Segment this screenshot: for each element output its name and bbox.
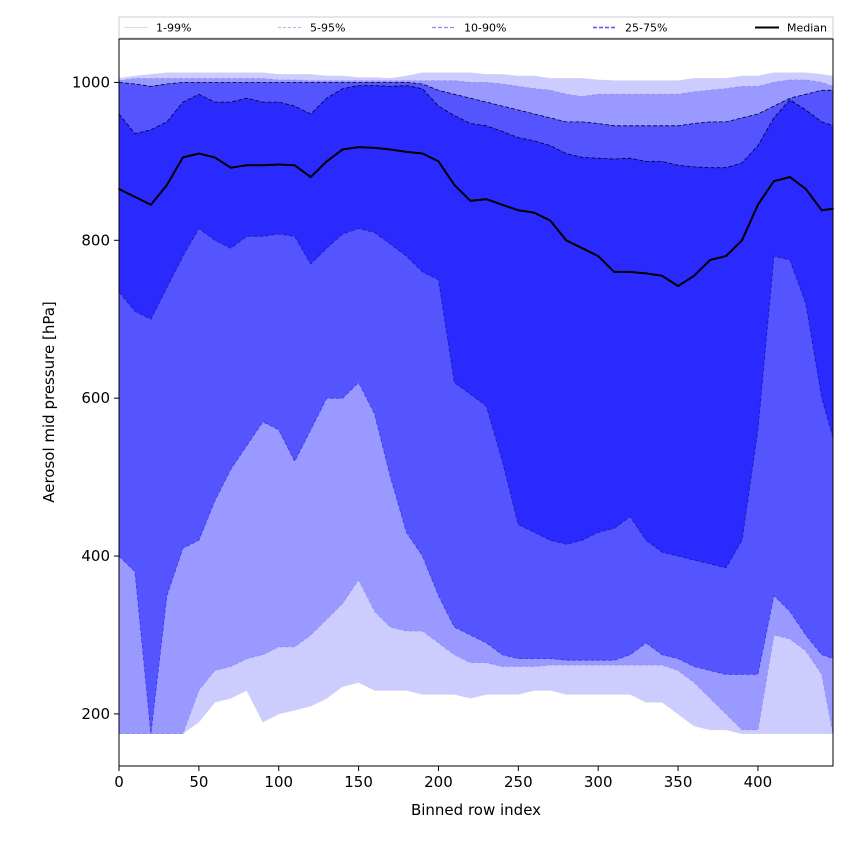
x-tick-label: 300: [584, 773, 613, 791]
series-point-median: [661, 274, 663, 277]
series-point-median: [501, 203, 504, 206]
series-point-median: [325, 160, 328, 163]
legend: 1-99% 5-95% 10-90% 25-75% Median: [118, 16, 834, 39]
series-point-median: [645, 272, 647, 275]
series-point-median: [198, 152, 200, 155]
series-point-median: [804, 188, 807, 190]
series-point-median: [373, 147, 376, 149]
lines-layer: [118, 146, 834, 288]
band-25-75-upper-edge: [118, 85, 834, 169]
band-5-95-lower-edge: [119, 578, 834, 734]
series-point-median: [469, 199, 472, 202]
series-point-median: [421, 152, 424, 155]
x-tick-label: 50: [189, 773, 208, 791]
series-point-median: [261, 164, 264, 167]
band-10-90-upper-edge: [118, 82, 833, 127]
x-axis-ticks: 0 50 100 150 200 250 300 350 400: [114, 766, 772, 791]
series-point-median: [581, 247, 584, 250]
series-point-median: [293, 164, 296, 167]
x-axis-title: Binned row index: [411, 801, 541, 819]
series-point-median: [677, 285, 679, 287]
series-point-median: [517, 209, 520, 212]
y-tick-label: 800: [81, 231, 110, 249]
series-point-median: [182, 156, 184, 159]
series-point-median: [277, 163, 280, 166]
series-line-median: [118, 146, 834, 288]
y-tick-label: 400: [81, 547, 110, 565]
series-point-median: [357, 146, 360, 149]
band-25-75-lower-edge: [118, 227, 834, 569]
series-point-median: [405, 151, 408, 153]
series-point-median: [629, 271, 631, 273]
legend-label-10-90: 10-90%: [464, 22, 506, 35]
x-tick-label: 100: [264, 773, 293, 791]
y-tick-label: 200: [81, 705, 110, 723]
x-tick-label: 150: [344, 773, 373, 791]
series-point-median: [533, 211, 536, 214]
series-point-median: [725, 255, 727, 257]
legend-box: [118, 16, 834, 39]
series-point-median: [134, 196, 136, 198]
x-tick-label: 350: [664, 773, 693, 791]
legend-label-1-99: 1-99%: [156, 22, 191, 35]
x-tick-label: 400: [744, 773, 773, 791]
series-point-median: [229, 166, 232, 169]
series-point-median: [773, 180, 775, 183]
plot-frame: [118, 38, 834, 767]
band-25-75: [119, 85, 833, 568]
series-point-median: [245, 164, 248, 167]
series-point-median: [213, 156, 216, 159]
y-tick-label: 1000: [72, 73, 110, 91]
series-point-median: [389, 148, 392, 151]
y-tick-label: 600: [81, 389, 110, 407]
series-point-median: [150, 203, 152, 206]
legend-label-25-75: 25-75%: [625, 22, 667, 35]
x-tick-label: 250: [504, 773, 533, 791]
series-point-median: [613, 271, 616, 273]
band-5-95-upper-edge: [118, 78, 834, 98]
series-point-median: [757, 203, 759, 206]
legend-label-median: Median: [787, 22, 827, 35]
series-point-median: [693, 274, 695, 277]
x-tick-label: 200: [424, 773, 453, 791]
series-point-median: [437, 160, 440, 163]
y-axis-title: Aerosol mid pressure [hPa]: [40, 301, 58, 503]
band-10-90-lower-edge: [118, 381, 834, 734]
series-point-median: [789, 176, 791, 179]
bands-layer: [118, 72, 834, 734]
series-point-median: [549, 219, 552, 222]
band-1-99-upper-edge: [118, 72, 834, 82]
legend-label-5-95: 5-95%: [310, 22, 345, 35]
x-tick-label: 0: [114, 773, 124, 791]
series-point-median: [565, 239, 568, 242]
band-1-99-lower-edge: [119, 681, 833, 734]
series-point-median: [820, 209, 823, 212]
y-axis-ticks: 200 400 600 800 1000: [72, 73, 119, 723]
series-point-median: [741, 239, 743, 242]
series-point-median: [485, 198, 488, 201]
series-point-median: [309, 176, 312, 179]
series-point-median: [453, 184, 456, 186]
series-point-median: [597, 255, 600, 257]
series-point-median: [166, 184, 168, 186]
series-point-median: [341, 148, 344, 151]
series-point-median: [709, 259, 711, 261]
